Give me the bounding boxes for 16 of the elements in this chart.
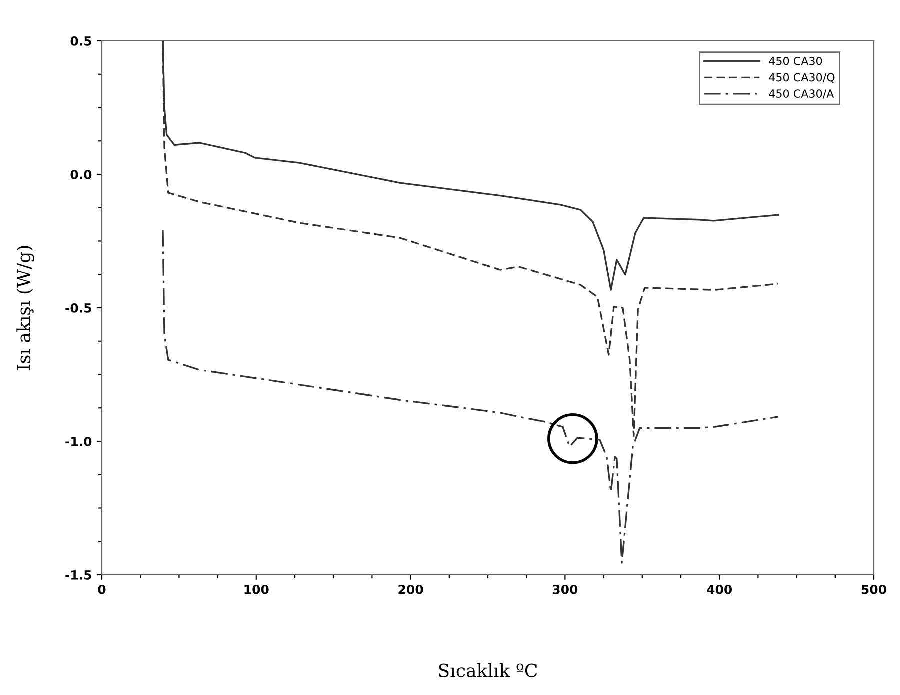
y-tick-label: -0.5 [66,303,92,313]
y-axis-title: Isı akışı (W/g) [16,246,34,370]
text: 450 CA30/Q [769,73,835,83]
x-tick-label: 200 [398,584,424,594]
y-tick-label: 0.5 [70,36,92,46]
x-tick-label: 0 [98,584,106,594]
x-tick-label: 500 [862,584,886,594]
y-tick-label: -1.0 [66,436,92,446]
y-tick-label: -1.5 [66,570,92,580]
x-tick-label: 100 [244,584,269,594]
x-tick-label: 300 [552,584,578,594]
x-tick-label: 400 [707,584,732,594]
y-tick-label: 0.0 [70,170,92,180]
text: 450 CA30/A [769,90,834,99]
text: 450 CA30 [769,56,822,66]
x-axis-title: Sıcaklık ºC [439,663,538,678]
